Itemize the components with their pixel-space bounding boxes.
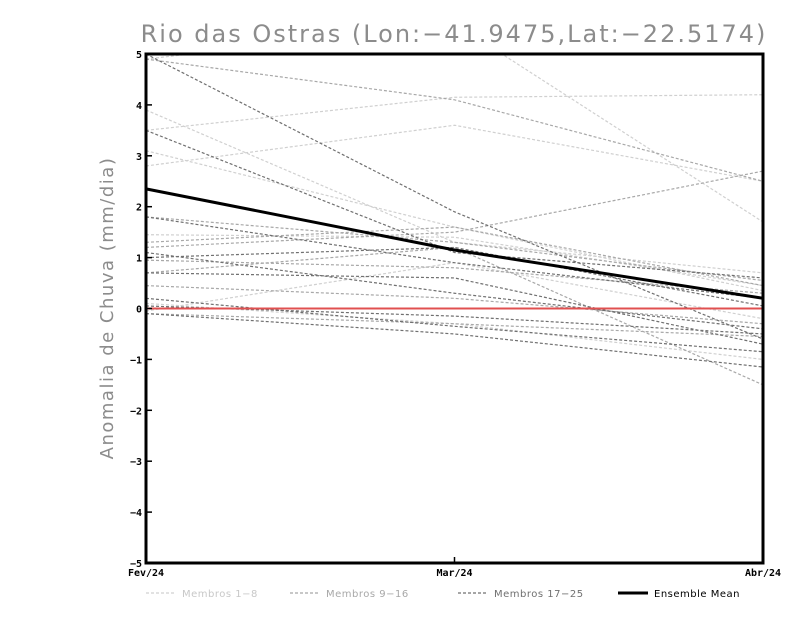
chart-title: Rio das Ostras (Lon:−41.9475,Lat:−22.517…: [141, 20, 768, 48]
member-line-6: [146, 234, 763, 287]
ensemble-mean-layer: [145, 187, 764, 300]
member-line-13: [146, 284, 763, 325]
member-line-15: [146, 226, 763, 287]
legend-label: Ensemble Mean: [654, 589, 740, 600]
y-tick-label: 0: [136, 305, 142, 316]
y-tick-label: −1: [130, 355, 142, 366]
y-tick-label: 5: [136, 50, 142, 61]
member-line-1: [146, 94, 763, 131]
y-tick-label: −5: [130, 559, 142, 570]
member-line-20: [146, 246, 763, 307]
x-tick-label: Mar/24: [436, 568, 472, 579]
member-line-3: [146, 109, 763, 274]
legend-label: Membros 9−16: [326, 589, 409, 600]
y-tick-label: 4: [136, 101, 142, 112]
legend-label: Membros 1−8: [182, 589, 258, 600]
member-line-22: [146, 312, 763, 368]
y-tick-label: −4: [130, 508, 142, 519]
member-line-2: [146, 54, 763, 223]
series-layer: [146, 54, 763, 386]
y-axis-ticks: −5 −4 −3 −2 −1 0 1 2 3 4 5: [130, 50, 152, 570]
member-line-18: [146, 129, 763, 279]
member-line-10: [146, 170, 763, 249]
member-line-24: [146, 251, 763, 330]
legend-label: Membros 17−25: [494, 589, 584, 600]
x-tick-label: Fev/24: [128, 568, 164, 579]
member-line-19: [146, 216, 763, 299]
member-line-17: [146, 54, 763, 340]
member-line-4: [146, 150, 763, 292]
member-line-5: [146, 124, 763, 182]
y-tick-label: 3: [136, 152, 142, 163]
member-line-11: [146, 216, 763, 282]
x-tick-label: Abr/24: [745, 568, 781, 579]
ensemble-mean-line: [145, 187, 764, 300]
x-axis-ticks: Fev/24 Mar/24 Abr/24: [128, 557, 781, 579]
legend: Membros 1−8 Membros 9−16 Membros 17−25 Ense…: [146, 589, 740, 600]
y-tick-label: 1: [136, 254, 142, 265]
member-line-7: [146, 302, 763, 360]
member-line-23: [146, 272, 763, 345]
member-line-14: [146, 312, 763, 338]
member-line-9: [146, 58, 763, 182]
y-axis-label: Anomalia de Chuva (mm/dia): [97, 157, 118, 460]
y-tick-label: −2: [130, 406, 142, 417]
member-line-21: [146, 297, 763, 353]
member-line-12: [146, 259, 763, 294]
y-tick-label: −3: [130, 457, 142, 468]
y-tick-label: 2: [136, 203, 142, 214]
